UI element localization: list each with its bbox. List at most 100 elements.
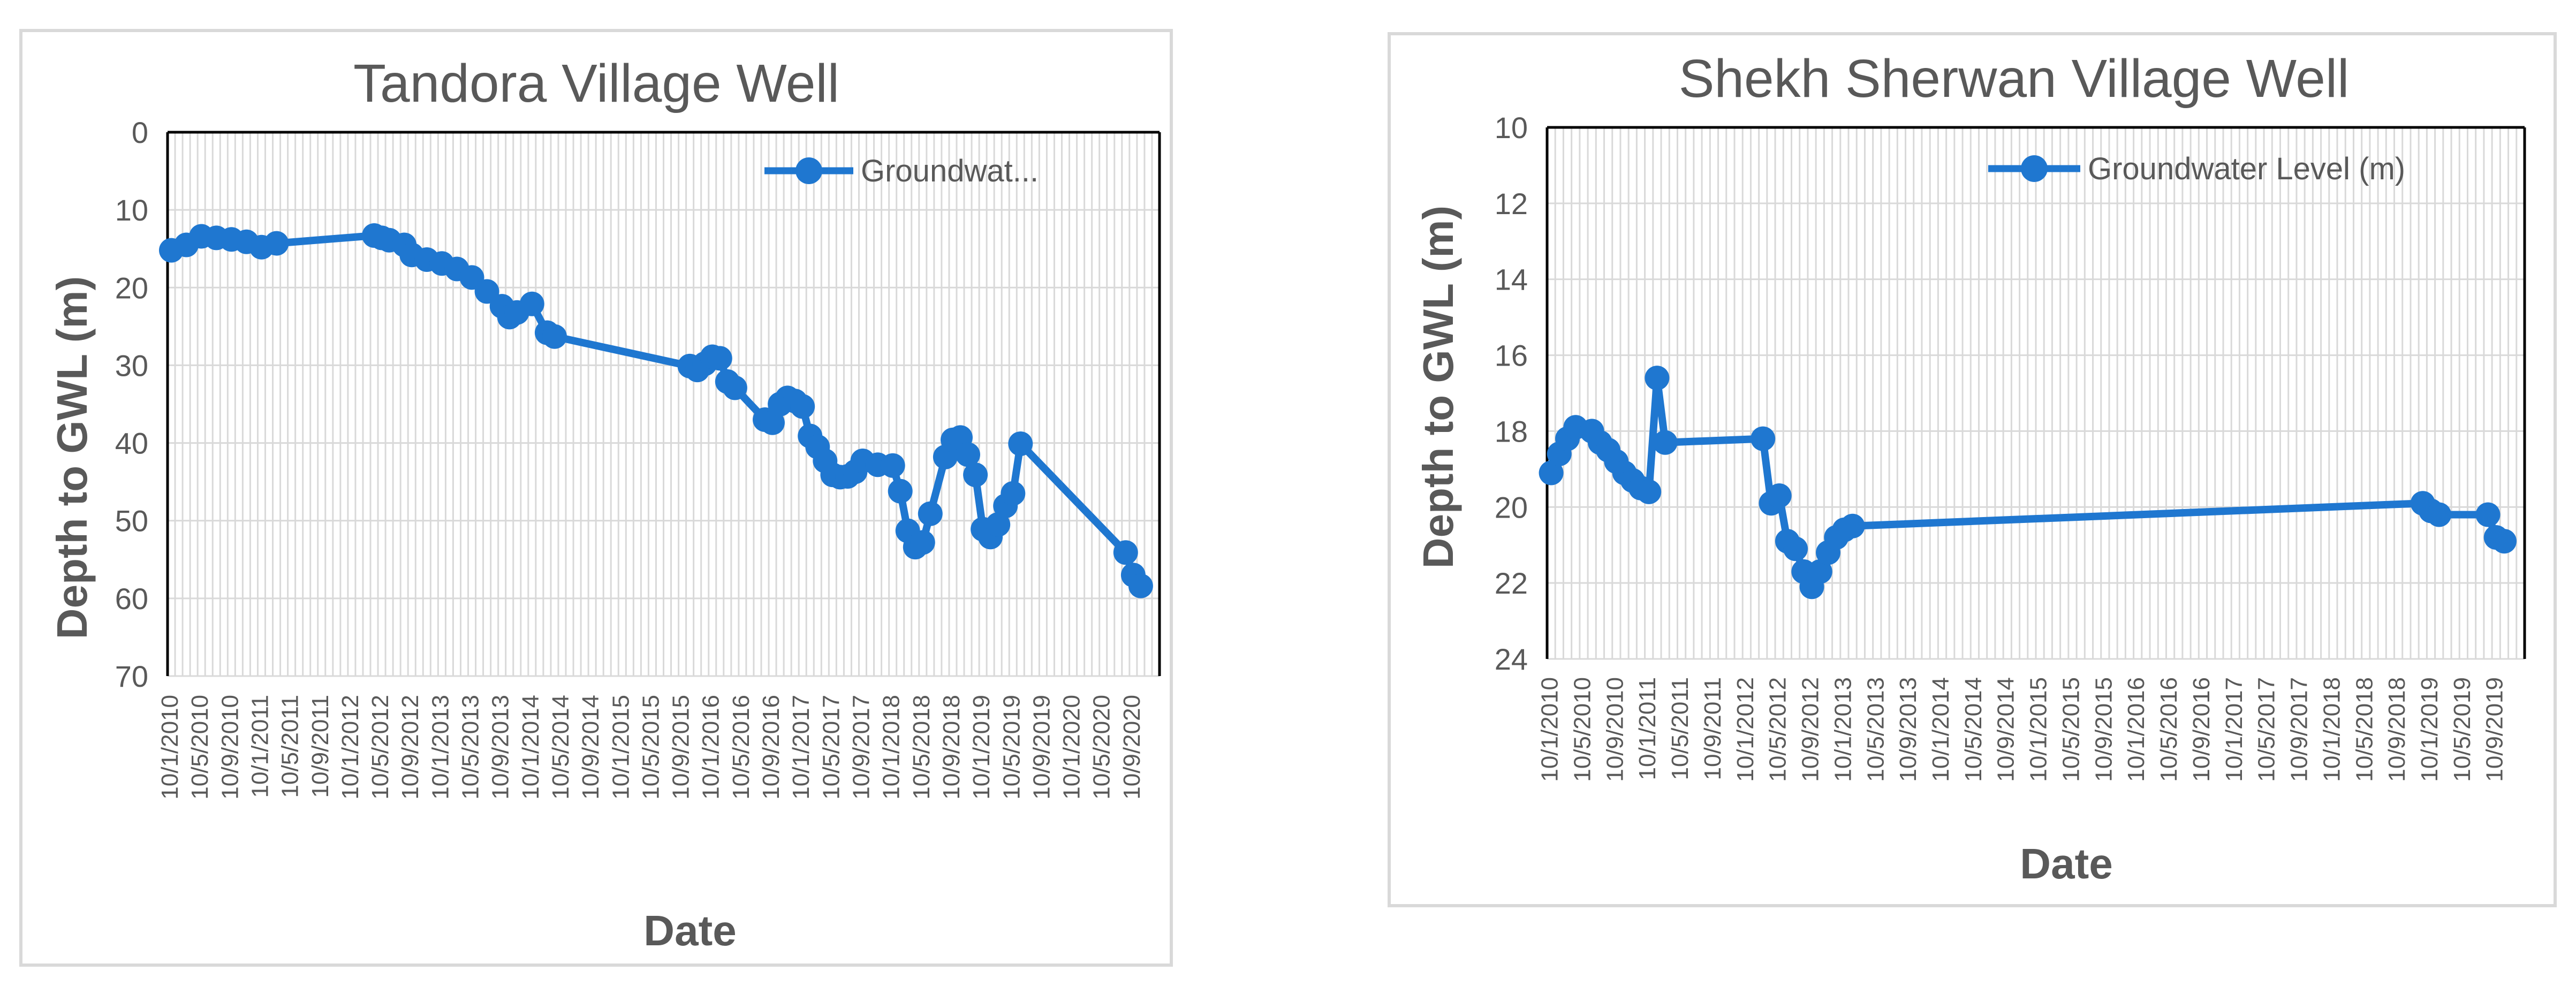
data-point [963,462,988,488]
y-tick-labels: 10 12 14 16 18 20 22 24 [1495,111,1528,676]
x-tick-label: 10/5/2011 [277,695,304,798]
y-tick-label: 16 [1495,339,1528,373]
data-point [2492,529,2517,554]
y-tick-label: 30 [115,348,148,382]
x-tick-label: 10/5/2011 [1667,677,1693,780]
data-point [986,512,1011,537]
shekh-sherwan-chart: Shekh Sherwan Village Well 10 12 14 16 18 20 2… [1414,49,2526,887]
data-point [1539,460,1564,485]
axes [1545,126,2526,659]
x-tick-label: 10/1/2019 [968,695,995,800]
x-tick-label: 10/1/2019 [2416,677,2443,782]
x-tick-label: 10/9/2016 [2188,677,2215,782]
x-tick-label: 10/9/2017 [2286,677,2313,782]
x-tick-label: 10/1/2010 [157,695,183,800]
data-point [722,375,747,400]
data-point [1113,540,1138,565]
chart-title: Tandora Village Well [353,54,839,113]
x-tick-label: 10/5/2017 [818,695,844,800]
x-tick-label: 10/5/2020 [1089,695,1115,800]
x-tick-label: 10/1/2014 [1928,677,1954,782]
series-groundwater [159,223,1153,598]
data-point [2427,502,2452,527]
data-point [1807,559,1832,584]
legend-marker [2021,155,2048,182]
legend-marker [795,157,822,184]
data-point [707,346,732,371]
x-tick-label: 10/1/2015 [2026,677,2052,782]
legend-label: Groundwat... [861,154,1039,188]
x-tick-label: 10/9/2010 [217,695,243,800]
x-tick-label: 10/9/2015 [2090,677,2117,782]
data-point [1001,481,1026,506]
legend: Groundwater Level (m) [1988,151,2405,186]
y-tick-label: 10 [115,193,148,227]
x-tick-label: 10/5/2012 [367,695,393,800]
x-tick-label: 10/9/2010 [1602,677,1628,782]
y-tick-label: 20 [1495,490,1528,524]
x-tick-label: 10/1/2013 [1830,677,1856,782]
x-tick-label: 10/5/2014 [548,695,574,800]
x-tick-label: 10/5/2016 [728,695,754,800]
tandora-chart: Tandora Village Well 0 10 20 30 40 50 60 70 10/… [48,54,1161,954]
x-tick-label: 10/1/2020 [1059,695,1085,800]
x-tick-label: 10/5/2019 [2449,677,2475,782]
x-tick-label: 10/1/2017 [788,695,814,800]
chart-title: Shekh Sherwan Village Well [1679,49,2350,109]
y-tick-label: 18 [1495,414,1528,448]
data-point [1653,430,1678,455]
x-tick-label: 10/5/2014 [1960,677,1987,782]
data-point [2475,502,2501,527]
data-point [918,501,943,526]
data-point [910,530,935,555]
x-tick-label: 10/1/2011 [1634,677,1661,780]
x-tick-label: 10/1/2011 [247,695,273,798]
x-tick-label: 10/5/2013 [458,695,484,800]
x-tick-label: 10/9/2011 [307,695,334,798]
x-tick-label: 10/9/2019 [1028,695,1055,800]
gridlines [166,131,1161,677]
y-tick-label: 60 [115,582,148,616]
x-tick-label: 10/9/2020 [1119,695,1145,800]
data-point [1645,366,1670,391]
x-tick-label: 10/1/2017 [2221,677,2247,782]
x-axis-title: Date [2020,840,2112,887]
legend-label: Groundwater Level (m) [2088,151,2405,186]
x-tick-label: 10/1/2012 [1732,677,1759,782]
x-tick-label: 10/9/2012 [397,695,423,800]
x-tick-label: 10/5/2015 [638,695,664,800]
x-tick-label: 10/9/2017 [848,695,875,800]
x-tick-labels: 10/1/2010 10/5/2010 10/9/2010 10/1/2011 10/5… [1537,677,2508,782]
y-axis-title: Depth to GWL (m) [48,276,96,639]
data-point [474,279,499,304]
x-tick-label: 10/1/2013 [427,695,453,800]
data-point [1008,431,1033,456]
x-tick-label: 10/5/2018 [2351,677,2377,782]
y-tick-label: 12 [1495,187,1528,221]
data-point [1636,479,1662,504]
shekh-sherwan-chart-panel: Shekh Sherwan Village Well 10 12 14 16 18 20 2… [1388,32,2557,907]
y-tick-label: 40 [115,427,148,460]
x-tick-label: 10/9/2019 [2482,677,2508,782]
x-tick-label: 10/1/2012 [337,695,363,800]
data-point [1840,513,1865,538]
x-tick-label: 10/9/2018 [2384,677,2410,782]
x-tick-labels: 10/1/2010 10/5/2010 10/9/2010 10/1/2011 10/5… [157,695,1145,800]
x-tick-label: 10/1/2015 [608,695,634,800]
legend: Groundwat... [764,154,1039,188]
x-tick-label: 10/5/2013 [1862,677,1889,782]
x-tick-label: 10/5/2016 [2156,677,2182,782]
tandora-chart-panel: Tandora Village Well 0 10 20 30 40 50 60 70 10/… [19,29,1173,967]
data-point [888,479,913,504]
x-tick-label: 10/1/2018 [878,695,905,800]
data-point [519,291,544,316]
x-tick-label: 10/1/2018 [2319,677,2345,782]
data-point [760,410,785,435]
x-tick-label: 10/5/2010 [1569,677,1595,782]
data-point [1767,483,1792,508]
x-tick-label: 10/9/2014 [1993,677,2019,782]
x-tick-label: 10/9/2018 [938,695,965,800]
x-tick-label: 10/5/2019 [998,695,1025,800]
x-tick-label: 10/9/2013 [1895,677,1921,782]
gridlines [1546,126,2526,660]
